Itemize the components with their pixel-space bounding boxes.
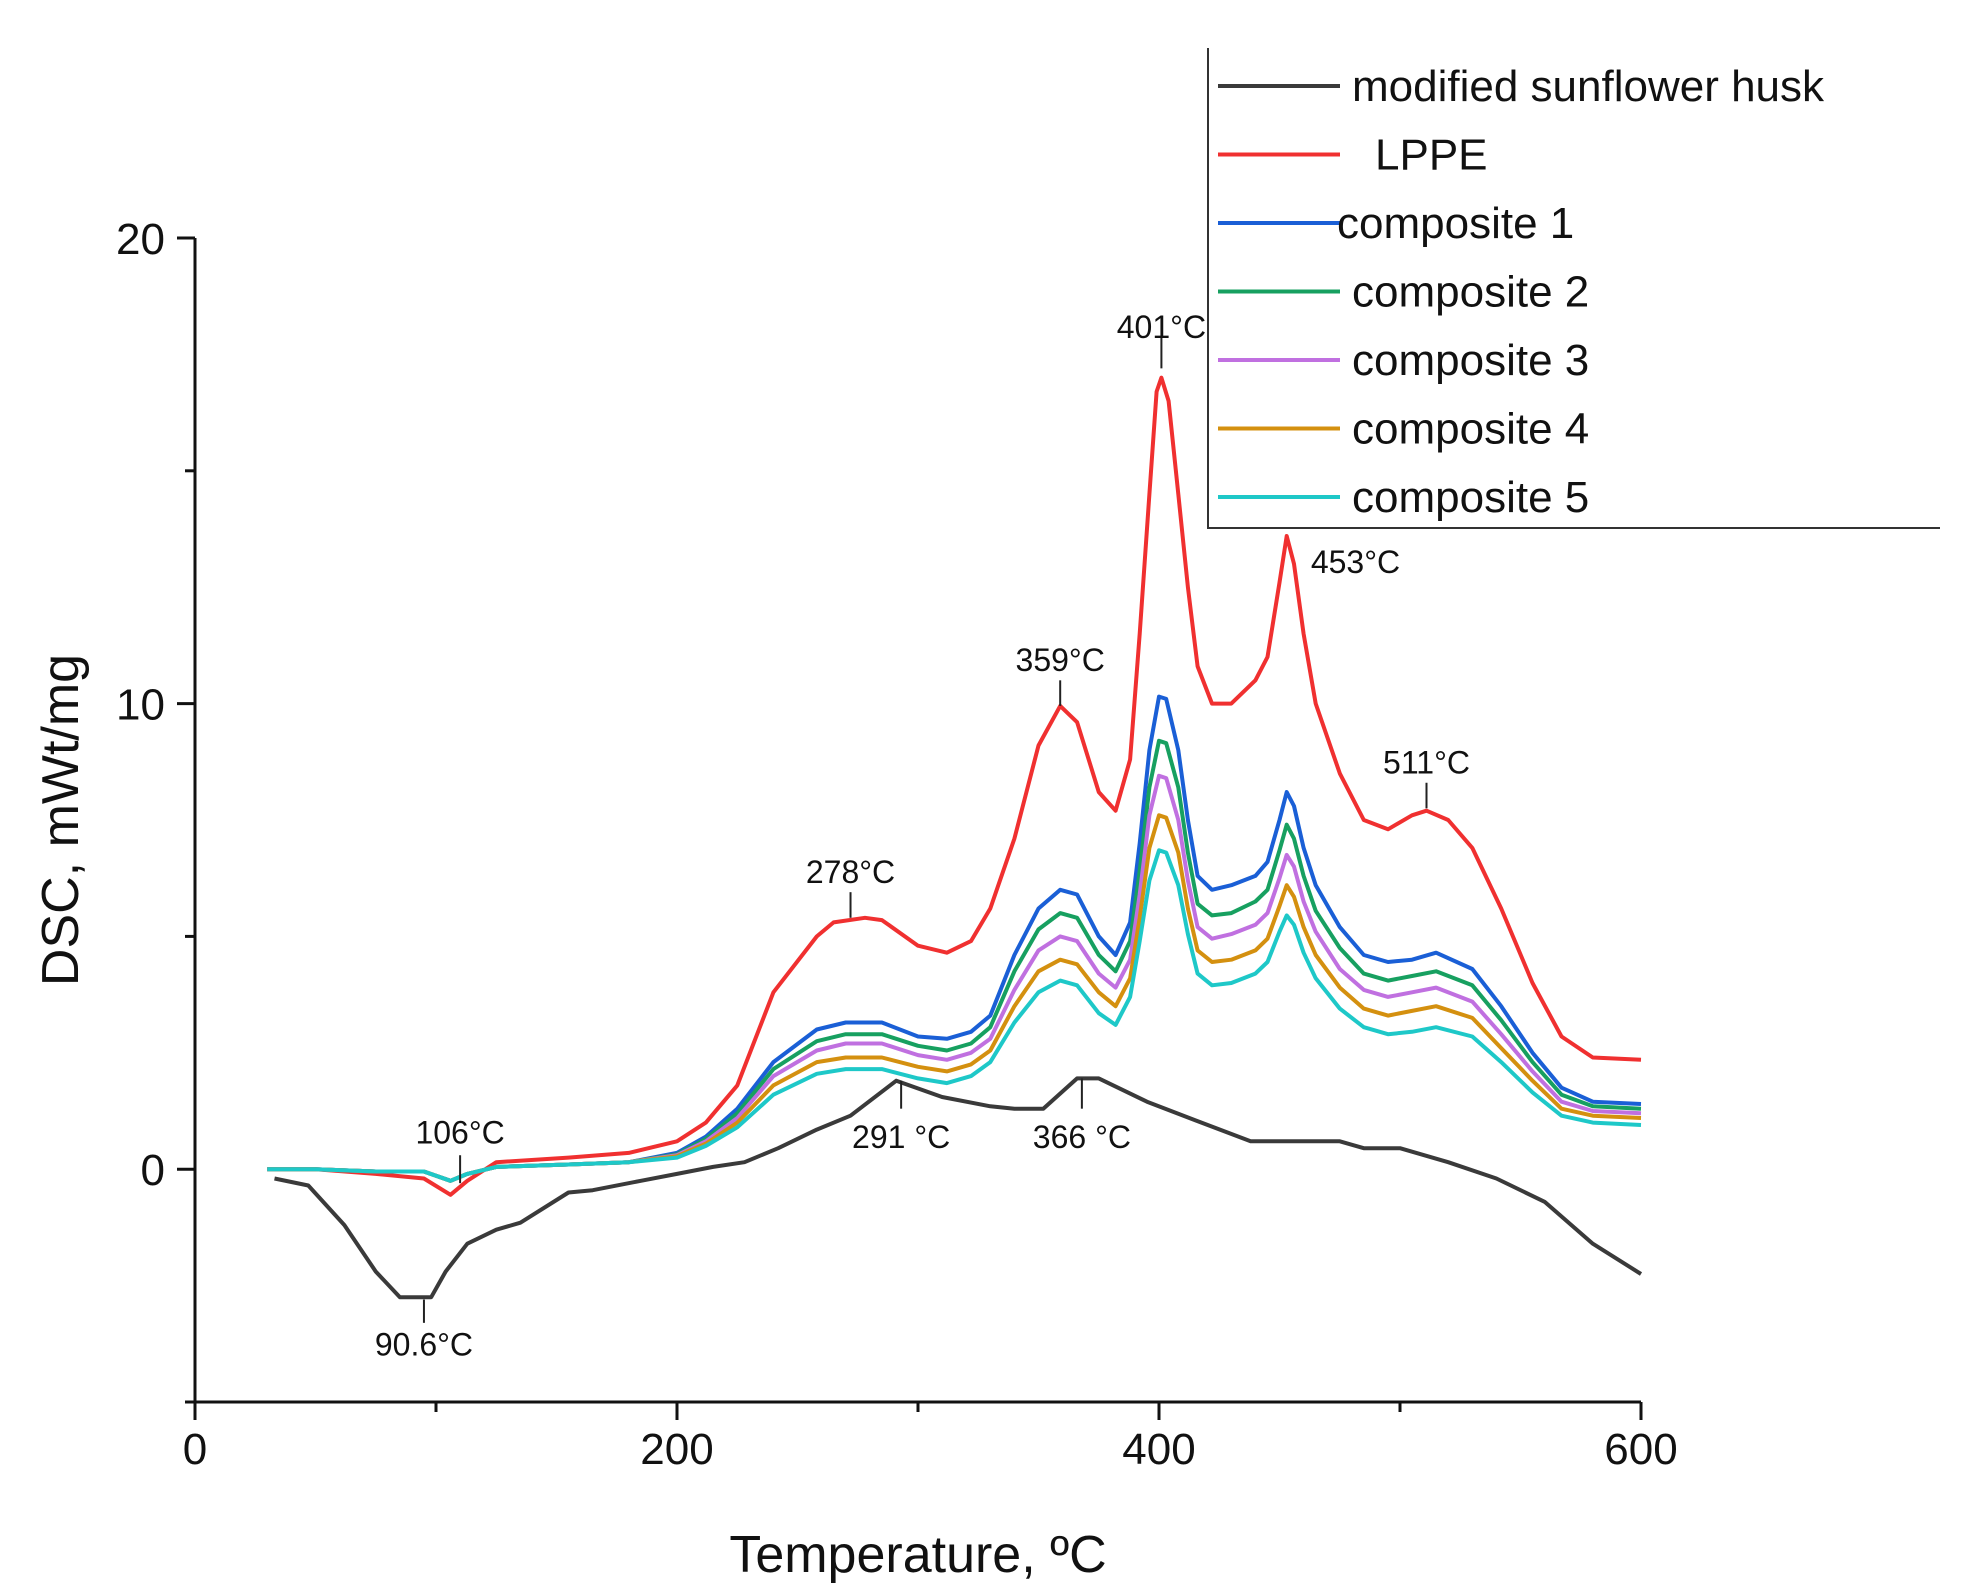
y-tick-label: 0 bbox=[141, 1146, 165, 1195]
x-tick-label: 400 bbox=[1122, 1425, 1195, 1474]
y-tick-label: 10 bbox=[116, 681, 165, 730]
legend-label-lppe: LPPE bbox=[1375, 131, 1488, 180]
legend-label-composite-1: composite 1 bbox=[1337, 199, 1574, 248]
series-line-composite-5 bbox=[267, 848, 1642, 1183]
legend-label-modified-sunflower-husk: modified sunflower husk bbox=[1352, 62, 1825, 111]
peak-label: 511°C bbox=[1383, 744, 1470, 780]
x-tick-label: 0 bbox=[183, 1425, 207, 1474]
x-axis-title: Temperature, ºC bbox=[729, 1526, 1106, 1584]
y-axis-title: DSC, mWt/mg bbox=[32, 654, 90, 986]
plot-lines bbox=[267, 375, 1643, 1300]
legend-label-composite-4: composite 4 bbox=[1352, 405, 1589, 454]
y-tick-label: 20 bbox=[116, 215, 165, 264]
legend-label-composite-5: composite 5 bbox=[1352, 473, 1589, 522]
series-line-lppe bbox=[267, 375, 1642, 1197]
x-tick-label: 200 bbox=[640, 1425, 713, 1474]
peak-label: 278°C bbox=[806, 854, 895, 890]
annotations: 106°C 90.6°C 278°C 291 °C 359°C 366 °C 401°C 45… bbox=[375, 309, 1470, 1362]
peak-label: 366 °C bbox=[1033, 1119, 1131, 1155]
peak-label: 453°C bbox=[1311, 544, 1400, 580]
peak-label: 291 °C bbox=[852, 1119, 950, 1155]
legend: modified sunflower husk LPPE composite 1 co… bbox=[1207, 48, 1940, 529]
peak-label: 359°C bbox=[1016, 642, 1105, 678]
legend-label-composite-3: composite 3 bbox=[1352, 336, 1589, 385]
legend-frame bbox=[1207, 48, 1940, 529]
peak-label: 90.6°C bbox=[375, 1326, 473, 1362]
x-tick-label: 600 bbox=[1604, 1425, 1677, 1474]
peak-label: 401°C bbox=[1117, 309, 1206, 345]
ticks: 0 200 400 600 0 10 20 bbox=[116, 215, 1678, 1474]
series-line-modified-sunflower-husk bbox=[274, 1076, 1643, 1300]
legend-label-composite-2: composite 2 bbox=[1352, 268, 1589, 317]
peak-label: 106°C bbox=[415, 1115, 504, 1151]
